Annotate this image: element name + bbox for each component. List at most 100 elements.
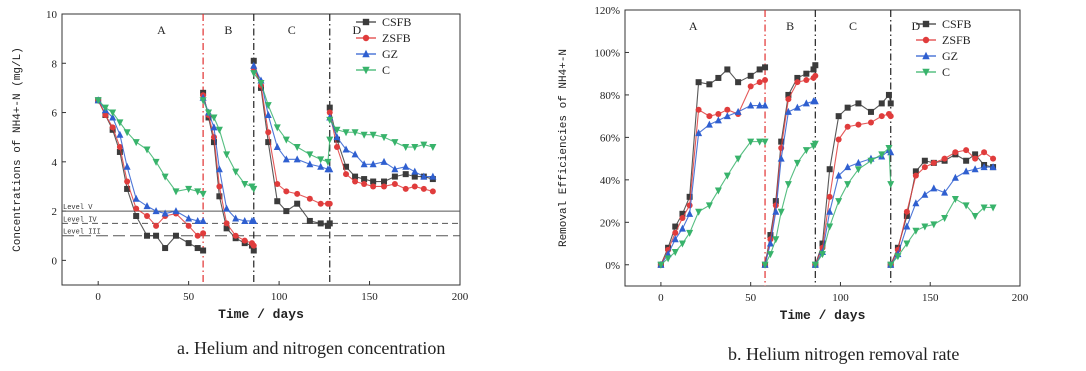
data-point <box>143 146 151 154</box>
data-point <box>672 223 679 230</box>
data-point <box>723 112 731 120</box>
data-point <box>223 225 230 232</box>
data-point <box>867 157 875 165</box>
data-point <box>761 101 769 109</box>
data-point <box>283 208 290 215</box>
series-line <box>814 146 892 266</box>
data-point <box>963 147 970 154</box>
data-point <box>971 212 979 220</box>
data-point <box>172 232 179 239</box>
data-point <box>695 106 702 113</box>
data-point <box>250 185 258 193</box>
data-point <box>867 119 874 126</box>
data-point <box>812 62 819 69</box>
data-point <box>657 261 665 269</box>
data-point <box>952 149 959 156</box>
data-point <box>671 249 679 257</box>
data-point <box>766 239 774 247</box>
data-point <box>116 130 124 138</box>
data-point <box>735 79 742 86</box>
y-tick-label: 8 <box>52 58 58 70</box>
data-point <box>747 101 755 109</box>
data-point <box>686 229 694 237</box>
data-point <box>819 251 826 259</box>
data-point <box>912 227 920 235</box>
series-line <box>814 113 892 265</box>
plot-frame <box>61 13 461 286</box>
data-point <box>777 154 785 162</box>
data-point <box>172 207 180 215</box>
data-point <box>153 222 160 229</box>
data-point <box>124 178 131 185</box>
data-point <box>250 57 257 64</box>
data-point <box>980 204 988 212</box>
data-point <box>306 217 313 224</box>
data-point <box>205 109 213 117</box>
data-point <box>912 199 920 207</box>
data-point <box>844 104 851 111</box>
data-point <box>351 150 359 158</box>
data-point <box>826 193 833 200</box>
x-tick-label: 150 <box>922 292 939 304</box>
data-point <box>199 97 207 105</box>
series-line <box>253 72 331 163</box>
data-point <box>854 166 862 174</box>
data-point <box>793 159 801 167</box>
legend: CSFB ZSFB GZ C <box>916 17 971 79</box>
data-point <box>705 120 713 128</box>
data-point <box>894 253 902 261</box>
data-point <box>317 162 325 170</box>
data-point <box>429 172 437 180</box>
x-tick-label: 200 <box>452 291 469 303</box>
data-point <box>283 188 290 195</box>
data-point <box>714 116 722 124</box>
data-point <box>250 247 257 254</box>
data-point <box>803 77 810 84</box>
series-line <box>253 65 330 170</box>
data-point <box>143 202 151 210</box>
data-point <box>333 144 340 151</box>
data-point <box>695 129 703 137</box>
data-point <box>785 96 792 103</box>
data-point <box>835 113 842 120</box>
data-point <box>921 164 928 171</box>
data-point <box>962 167 970 175</box>
data-point <box>109 113 117 121</box>
data-point <box>326 165 334 173</box>
level-label: Level III <box>63 229 101 237</box>
data-point <box>411 144 419 152</box>
data-point <box>411 167 419 175</box>
data-point <box>250 61 258 69</box>
data-point <box>756 138 764 146</box>
data-point <box>326 220 333 227</box>
data-point <box>391 180 398 187</box>
legend: CSFB ZSFB GZ C <box>356 15 411 77</box>
data-point <box>101 104 109 112</box>
data-point <box>317 156 325 164</box>
series-gz <box>94 61 437 224</box>
data-point <box>369 160 377 168</box>
data-point <box>116 148 123 155</box>
data-point <box>756 101 764 109</box>
data-point <box>380 134 388 142</box>
data-point <box>903 212 910 219</box>
data-point <box>273 124 281 132</box>
data-point <box>402 144 410 152</box>
data-point <box>714 187 722 195</box>
data-point <box>199 216 207 224</box>
phase-label: A <box>689 19 698 33</box>
data-point <box>306 160 314 168</box>
data-point <box>185 240 192 247</box>
data-point <box>723 172 731 180</box>
data-point <box>361 176 368 183</box>
data-point <box>144 213 151 220</box>
legend-label: GZ <box>382 47 398 61</box>
caption-panel-a: a. Helium and nitrogen concentration <box>177 338 446 358</box>
data-point <box>761 138 769 146</box>
data-point <box>686 193 693 200</box>
data-point <box>811 140 819 148</box>
data-point <box>855 100 862 107</box>
data-point <box>679 215 686 222</box>
data-point <box>756 79 763 86</box>
